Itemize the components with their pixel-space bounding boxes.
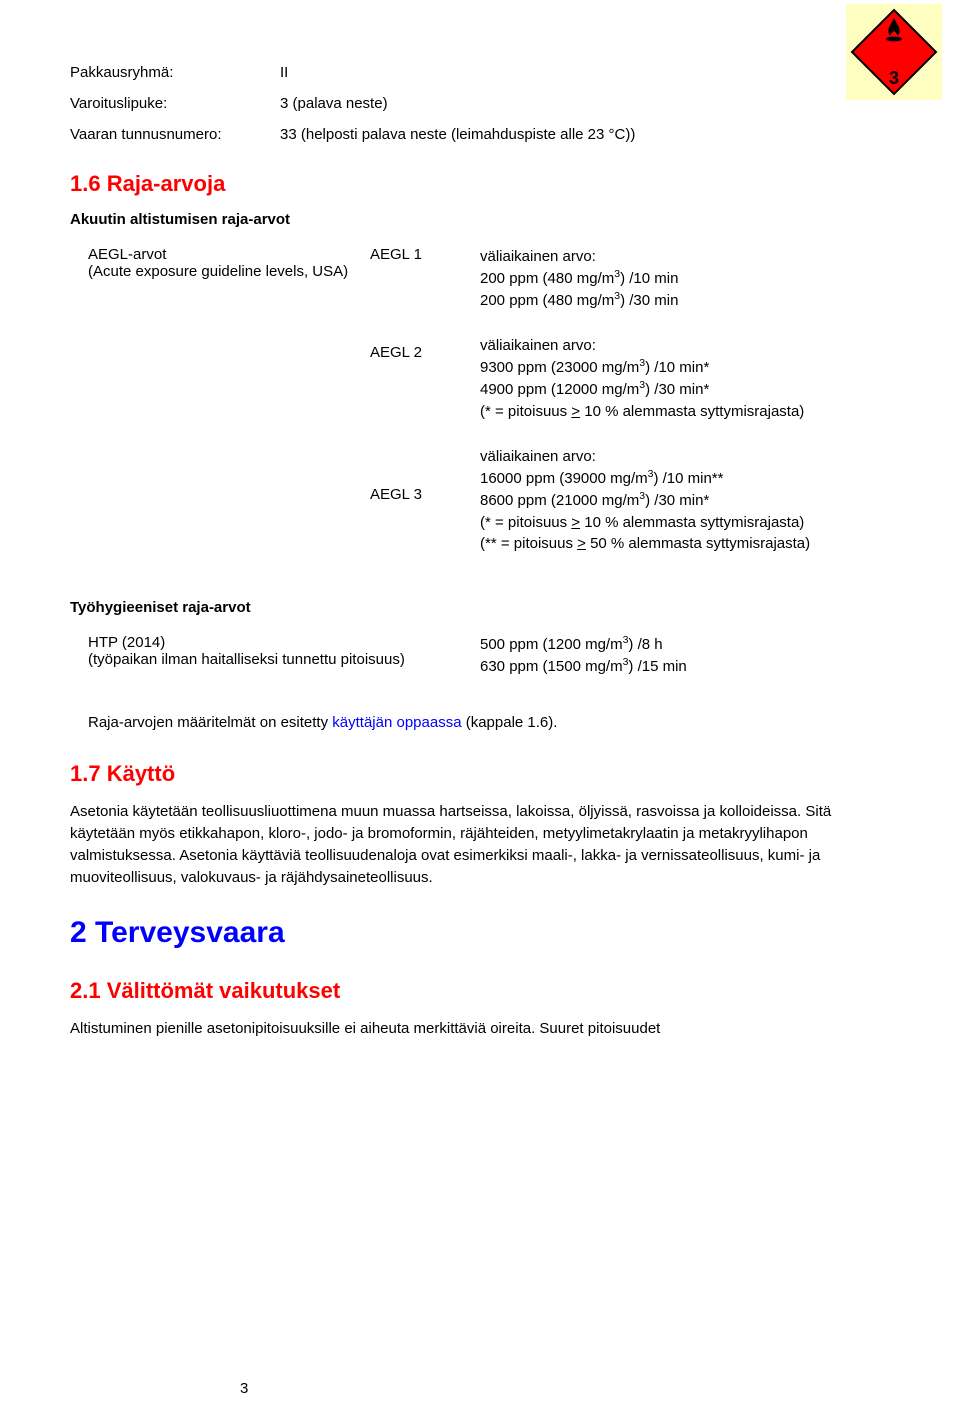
- usage-body: Asetonia käytetään teollisuusliuottimena…: [70, 801, 890, 888]
- aegl-source-line: (Acute exposure guideline levels, USA): [88, 263, 370, 280]
- aegl-value-line: 8600 ppm (21000 mg/m3) /30 min*: [480, 490, 890, 512]
- aegl-label: AEGL 1: [370, 246, 480, 320]
- htp-value-line: 630 ppm (1500 mg/m3) /15 min: [480, 656, 890, 678]
- kv-row: Varoituslipuke: 3 (palava neste): [70, 95, 890, 112]
- kv-label: Pakkausryhmä:: [70, 64, 280, 81]
- document-page: 3 Pakkausryhmä: II Varoituslipuke: 3 (pa…: [0, 0, 960, 1417]
- aegl-label: AEGL 2: [370, 344, 480, 462]
- aegl-value-line: 200 ppm (480 mg/m3) /10 min: [480, 268, 890, 290]
- htp-source: HTP (2014) (työpaikan ilman haitalliseks…: [70, 634, 480, 678]
- aegl-source-line: AEGL-arvot: [88, 246, 370, 263]
- aegl-value-line: 16000 ppm (39000 mg/m3) /10 min**: [480, 468, 890, 490]
- hazard-diamond-icon: 3: [846, 4, 942, 100]
- kv-value: II: [280, 64, 288, 81]
- transport-info-table: Pakkausryhmä: II Varoituslipuke: 3 (pala…: [70, 64, 890, 143]
- aegl-block: väliaikainen arvo: 16000 ppm (39000 mg/m…: [480, 446, 890, 555]
- aegl-title: väliaikainen arvo:: [480, 335, 890, 357]
- aegl-block: väliaikainen arvo: 200 ppm (480 mg/m3) /…: [480, 246, 890, 311]
- kv-value: 33 (helposti palava neste (leimahduspist…: [280, 126, 635, 143]
- kv-row: Vaaran tunnusnumero: 33 (helposti palava…: [70, 126, 890, 143]
- aegl-value-line: 4900 ppm (12000 mg/m3) /30 min*: [480, 379, 890, 401]
- htp-values: 500 ppm (1200 mg/m3) /8 h 630 ppm (1500 …: [480, 634, 890, 678]
- aegl-title: väliaikainen arvo:: [480, 446, 890, 468]
- kv-label: Vaaran tunnusnumero:: [70, 126, 280, 143]
- subheading-acute: Akuutin altistumisen raja-arvot: [70, 211, 890, 228]
- immediate-effects-body: Altistuminen pienille asetonipitoisuuksi…: [70, 1018, 890, 1040]
- aegl-source: AEGL-arvot (Acute exposure guideline lev…: [70, 246, 370, 579]
- aegl-labels-col: AEGL 1 AEGL 2 AEGL 3: [370, 246, 480, 579]
- section-heading-2: 2 Terveysvaara: [70, 916, 890, 950]
- aegl-block: väliaikainen arvo: 9300 ppm (23000 mg/m3…: [480, 335, 890, 422]
- kv-value: 3 (palava neste): [280, 95, 388, 112]
- limits-footnote: Raja-arvojen määritelmät on esitetty käy…: [70, 712, 890, 734]
- hazard-class-number: 3: [889, 68, 899, 88]
- kv-label: Varoituslipuke:: [70, 95, 280, 112]
- aegl-value-line: (* = pitoisuus > 10 % alemmasta syttymis…: [480, 401, 890, 423]
- aegl-title: väliaikainen arvo:: [480, 246, 890, 268]
- aegl-value-line: (* = pitoisuus > 10 % alemmasta syttymis…: [480, 512, 890, 534]
- footnote-text: (kappale 1.6).: [462, 714, 558, 731]
- section-heading-1-6: 1.6 Raja-arvoja: [70, 171, 890, 197]
- subheading-occupational: Työhygieeniset raja-arvot: [70, 599, 890, 616]
- htp-source-line: (työpaikan ilman haitalliseksi tunnettu …: [88, 651, 480, 668]
- aegl-values-col: väliaikainen arvo: 200 ppm (480 mg/m3) /…: [480, 246, 890, 579]
- section-heading-1-7: 1.7 Käyttö: [70, 761, 890, 787]
- htp-value-line: 500 ppm (1200 mg/m3) /8 h: [480, 634, 890, 656]
- aegl-value-line: (** = pitoisuus > 50 % alemmasta syttymi…: [480, 533, 890, 555]
- page-number: 3: [240, 1380, 248, 1397]
- user-guide-link[interactable]: käyttäjän oppaassa: [332, 714, 461, 731]
- aegl-label: AEGL 3: [370, 486, 480, 503]
- htp-source-line: HTP (2014): [88, 634, 480, 651]
- aegl-grid: AEGL-arvot (Acute exposure guideline lev…: [70, 246, 890, 579]
- footnote-text: Raja-arvojen määritelmät on esitetty: [88, 714, 332, 731]
- kv-row: Pakkausryhmä: II: [70, 64, 890, 81]
- section-heading-2-1: 2.1 Välittömät vaikutukset: [70, 978, 890, 1004]
- aegl-value-line: 200 ppm (480 mg/m3) /30 min: [480, 290, 890, 312]
- aegl-value-line: 9300 ppm (23000 mg/m3) /10 min*: [480, 357, 890, 379]
- htp-grid: HTP (2014) (työpaikan ilman haitalliseks…: [70, 634, 890, 678]
